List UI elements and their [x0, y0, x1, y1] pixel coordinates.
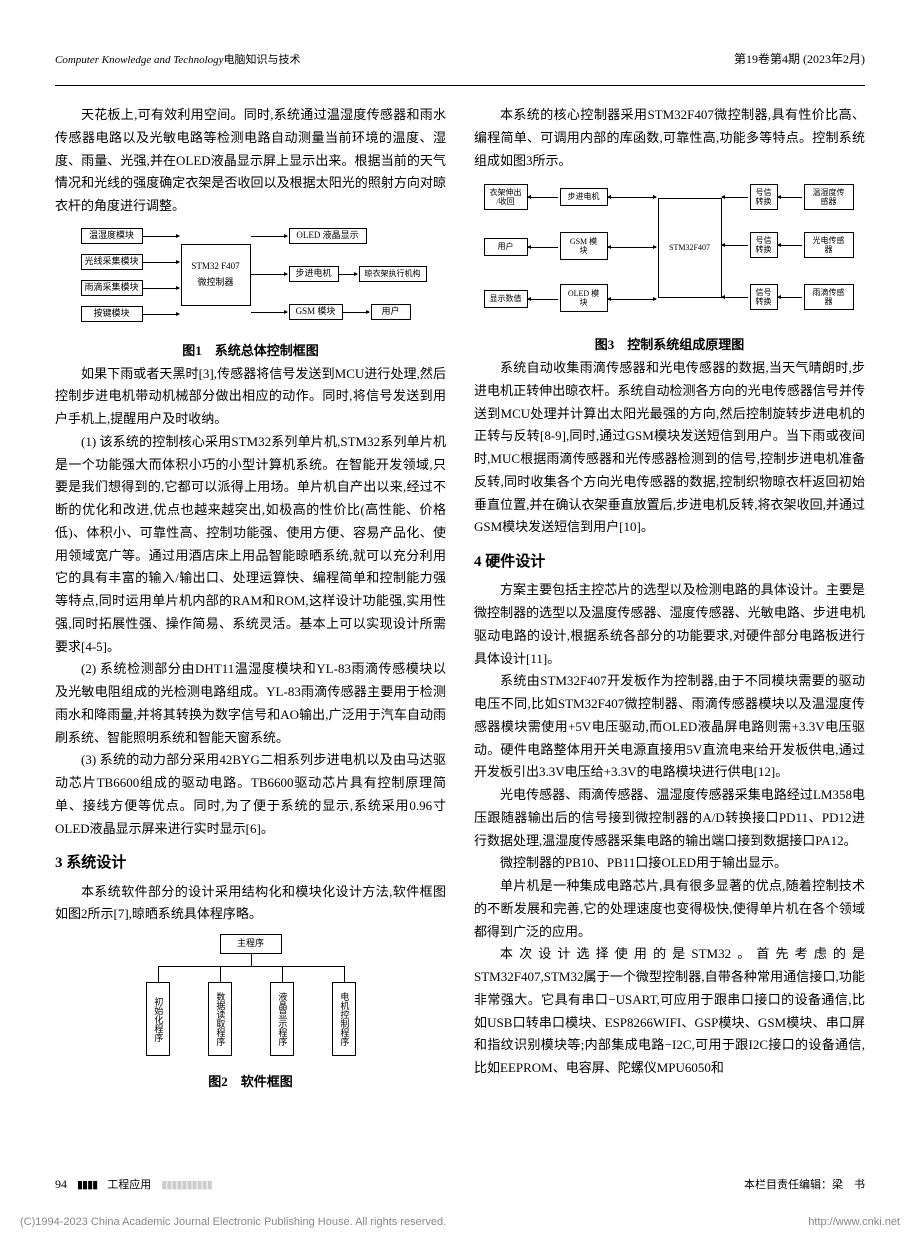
fig3-arrow	[608, 299, 656, 300]
fig3-r2-mid: GSM 模 块	[560, 232, 608, 260]
footer-editor: 本栏目责任编辑：梁 书	[744, 1176, 865, 1192]
fig3-sig-2: 号信 转换	[750, 232, 778, 258]
fig3-center: STM32F407	[658, 198, 722, 298]
fig3-r1-mid: 步进电机	[560, 188, 608, 206]
fig3-arrow	[528, 247, 558, 248]
fig1-arrow	[251, 312, 287, 313]
fig2-line	[220, 966, 221, 982]
fig1-arrow	[143, 236, 179, 237]
footer-bars-icon: ▮▮▮▮▮▮▮▮▮▮	[161, 1178, 212, 1191]
fig3-arrow	[778, 197, 802, 198]
figure-1-caption: 图1 系统总体控制框图	[55, 340, 446, 363]
fig3-arrow	[778, 297, 802, 298]
right-para-5: 光电传感器、雨滴传感器、温湿度传感器采集电路经过LM358电压跟随器输出后的信号…	[474, 784, 865, 852]
right-para-2: 系统自动收集雨滴传感器和光电传感器的数据,当天气晴朗时,步进电机正转伸出晾衣杆。…	[474, 357, 865, 539]
right-para-3: 方案主要包括主控芯片的选型以及检测电路的具体设计。主要是微控制器的选型以及温度传…	[474, 579, 865, 670]
fig3-r2-left: 用户	[484, 238, 528, 256]
fig1-box-gsm: GSM 模块	[289, 304, 343, 320]
journal-cn: 电脑知识与技术	[224, 54, 301, 66]
figure-1-diagram: 温湿度模块 光线采集模块 雨滴采集模块 按键模块 STM32 F407 微控制器…	[71, 226, 431, 336]
fig1-arrow	[251, 274, 287, 275]
page-number: 94	[55, 1177, 67, 1192]
fig2-line	[282, 966, 283, 982]
fig1-box-motor: 步进电机	[289, 266, 339, 282]
fig3-arrow	[722, 197, 748, 198]
header-rule	[55, 85, 865, 86]
fig1-box-key: 按键模块	[81, 306, 143, 322]
fig3-arrow	[778, 245, 802, 246]
fig2-sub-2: 数据读取程序	[208, 982, 232, 1056]
right-para-6: 微控制器的PB10、PB11口接OLED用于输出显示。	[474, 852, 865, 875]
footer-bars-icon: ▮▮▮▮	[77, 1178, 97, 1191]
fig2-sub-3: 液晶显示程序	[270, 982, 294, 1056]
fig1-arrow	[143, 314, 179, 315]
left-para-4: (2) 系统检测部分由DHT11温湿度模块和YL-83雨滴传感模块以及光敏电阻组…	[55, 658, 446, 749]
left-para-6: 本系统软件部分的设计采用结构化和模块化设计方法,软件框图如图2所示[7],晾晒系…	[55, 881, 446, 927]
fig3-r3-mid: OLED 模 块	[560, 284, 608, 312]
issue-info: 第19卷第4期 (2023年2月)	[734, 50, 865, 67]
fig1-box-user: 用户	[371, 304, 411, 320]
copyright-url: http://www.cnki.net	[808, 1216, 900, 1228]
fig2-sub-1: 初始化程序	[146, 982, 170, 1056]
fig1-box-mcu: STM32 F407 微控制器	[181, 244, 251, 306]
fig3-arrow	[528, 299, 558, 300]
fig2-line	[158, 966, 159, 982]
footer-left: 94 ▮▮▮▮ 工程应用 ▮▮▮▮▮▮▮▮▮▮	[55, 1176, 212, 1192]
figure-3-caption: 图3 控制系统组成原理图	[474, 334, 865, 357]
fig1-arrow	[251, 236, 287, 237]
fig1-arrow	[343, 312, 369, 313]
fig1-box-temp: 温湿度模块	[81, 228, 143, 244]
copyright-line: (C)1994-2023 China Academic Journal Elec…	[20, 1216, 900, 1228]
left-para-2: 如果下雨或者天黑时[3],传感器将信号发送到MCU进行处理,然后控制步进电机带动…	[55, 363, 446, 431]
right-para-1: 本系统的核心控制器采用STM32F407微控制器,具有性价比高、编程简单、可调用…	[474, 104, 865, 172]
fig2-main: 主程序	[220, 934, 282, 954]
fig3-sig-1: 号信 转换	[750, 184, 778, 210]
copyright-text: (C)1994-2023 China Academic Journal Elec…	[20, 1216, 446, 1228]
figure-2-diagram: 主程序 初始化程序 数据读取程序 液晶显示程序 电机控制程序	[126, 932, 376, 1067]
fig2-line	[158, 966, 344, 967]
fig3-r3-right: 雨滴传感 器	[804, 284, 854, 310]
left-para-3: (1) 该系统的控制核心采用STM32系列单片机,STM32系列单片机是一个功能…	[55, 431, 446, 659]
fig1-arrow	[339, 274, 357, 275]
right-para-8: 本次设计选择使用的是STM32。首先考虑的是STM32F407,STM32属于一…	[474, 943, 865, 1080]
fig1-box-light: 光线采集模块	[81, 254, 143, 270]
journal-en: Computer Knowledge and Technology	[55, 54, 224, 66]
fig2-line	[251, 954, 252, 966]
fig3-r1-left: 衣架伸出 /收回	[484, 184, 528, 210]
page-footer: 94 ▮▮▮▮ 工程应用 ▮▮▮▮▮▮▮▮▮▮ 本栏目责任编辑：梁 书	[55, 1176, 865, 1192]
fig3-sig-3: 信号 转换	[750, 284, 778, 310]
fig1-box-rain: 雨滴采集模块	[81, 280, 143, 296]
right-para-4: 系统由STM32F407开发板作为控制器,由于不同模块需要的驱动电压不同,比如S…	[474, 670, 865, 784]
fig3-arrow	[608, 247, 656, 248]
fig3-arrow	[608, 197, 656, 198]
fig1-arrow	[143, 262, 179, 263]
fig3-r2-right: 光电传感 器	[804, 232, 854, 258]
fig3-arrow	[722, 245, 748, 246]
fig3-r3-left: 显示数值	[484, 290, 528, 308]
fig3-r1-right: 温湿度传 感器	[804, 184, 854, 210]
page-header: Computer Knowledge and Technology电脑知识与技术…	[55, 50, 865, 67]
figure-2-caption: 图2 软件框图	[55, 1071, 446, 1094]
section-3-title: 3 系统设计	[55, 850, 446, 876]
figure-3-diagram: 衣架伸出 /收回 步进电机 STM32F407 号信 转换 温湿度传 感器 用户…	[480, 180, 860, 330]
left-para-1: 天花板上,可有效利用空间。同时,系统通过温湿度传感器和雨水传感器电路以及光敏电路…	[55, 104, 446, 218]
left-column: 天花板上,可有效利用空间。同时,系统通过温湿度传感器和雨水传感器电路以及光敏电路…	[55, 104, 446, 1094]
journal-title: Computer Knowledge and Technology电脑知识与技术	[55, 51, 301, 67]
two-column-layout: 天花板上,可有效利用空间。同时,系统通过温湿度传感器和雨水传感器电路以及光敏电路…	[55, 104, 865, 1094]
footer-section: 工程应用	[107, 1176, 151, 1192]
fig1-box-oled: OLED 液晶显示	[289, 228, 367, 244]
fig3-arrow	[722, 297, 748, 298]
right-column: 本系统的核心控制器采用STM32F407微控制器,具有性价比高、编程简单、可调用…	[474, 104, 865, 1094]
fig3-arrow	[528, 197, 558, 198]
fig1-box-exec: 晾衣架执行机构	[359, 266, 427, 282]
fig2-line	[344, 966, 345, 982]
right-para-7: 单片机是一种集成电路芯片,具有很多显著的优点,随着控制技术的不断发展和完善,它的…	[474, 875, 865, 943]
fig2-sub-4: 电机控制程序	[332, 982, 356, 1056]
section-4-title: 4 硬件设计	[474, 549, 865, 575]
fig1-arrow	[143, 288, 179, 289]
left-para-5: (3) 系统的动力部分采用42BYG二相系列步进电机以及由马达驱动芯片TB660…	[55, 749, 446, 840]
